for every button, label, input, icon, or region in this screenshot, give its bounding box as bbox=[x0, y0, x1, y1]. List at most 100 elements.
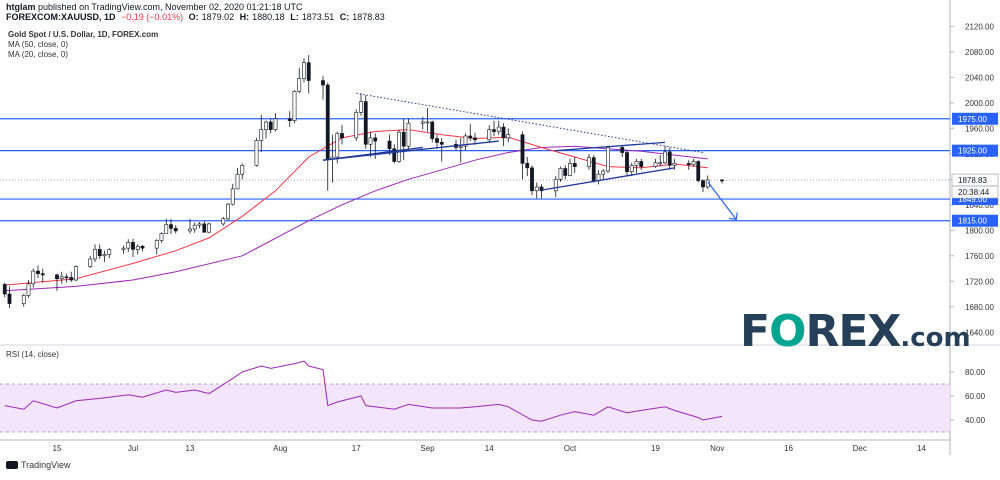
price-tick-label: 2040.00 bbox=[965, 73, 994, 82]
candle-body bbox=[506, 134, 511, 139]
candle-body bbox=[553, 179, 558, 192]
ma20-legend[interactable]: MA (20, close, 0) bbox=[8, 50, 69, 59]
dotted-trendline bbox=[356, 92, 704, 154]
candle-body bbox=[55, 274, 59, 280]
price-tick-label: 1840.00 bbox=[965, 201, 994, 210]
candle-body bbox=[292, 91, 297, 121]
candle-body bbox=[373, 137, 378, 142]
level-label: 1849.00 bbox=[958, 195, 987, 204]
projection-arrow bbox=[707, 181, 737, 220]
candle-body bbox=[121, 247, 126, 250]
countdown-tag bbox=[951, 185, 999, 199]
candle-body bbox=[387, 140, 392, 150]
level-label: 1815.00 bbox=[958, 217, 987, 226]
candle-body bbox=[7, 293, 12, 304]
candle-body bbox=[325, 84, 330, 160]
time-tick-label: Sep bbox=[420, 444, 435, 453]
candle-body bbox=[40, 273, 45, 276]
candle-body bbox=[102, 254, 107, 257]
candle-body bbox=[558, 168, 563, 180]
candle-body bbox=[335, 133, 340, 158]
time-tick-label: 19 bbox=[651, 444, 660, 453]
candle-body bbox=[26, 283, 31, 296]
candle-body bbox=[392, 148, 397, 162]
price-tick-label: 2120.00 bbox=[965, 22, 994, 31]
candle-body bbox=[131, 242, 135, 250]
time-tick-label: 14 bbox=[485, 444, 494, 453]
trendline bbox=[322, 146, 423, 161]
candle-body bbox=[658, 162, 663, 165]
candle-body bbox=[496, 126, 501, 132]
level-label: 1975.00 bbox=[958, 115, 987, 124]
tradingview-label: TradingView bbox=[21, 460, 71, 470]
rsi-legend[interactable]: RSI (14, close) bbox=[6, 350, 59, 359]
candle-body bbox=[663, 151, 667, 164]
ohlc-line: FOREXCOM:XAUUSD, 1D −0.19 (−0.01%) O: 187… bbox=[6, 12, 388, 22]
candle-body bbox=[492, 129, 496, 132]
candle-body bbox=[359, 101, 363, 113]
candle-body bbox=[501, 126, 506, 139]
candle-body bbox=[368, 137, 373, 145]
candle-body bbox=[140, 245, 145, 249]
candle-body bbox=[686, 163, 691, 165]
time-tick-label: Dec bbox=[853, 444, 867, 453]
candle-body bbox=[458, 145, 463, 148]
candle-body bbox=[525, 163, 530, 169]
candle-body bbox=[539, 186, 544, 192]
candle-body bbox=[74, 266, 78, 281]
candle-body bbox=[297, 78, 302, 92]
price-tick-label: 2000.00 bbox=[965, 99, 994, 108]
candle-body bbox=[406, 122, 411, 147]
logo-rex: REX bbox=[805, 306, 901, 357]
time-tick-label: 13 bbox=[186, 444, 195, 453]
candle-body bbox=[159, 233, 164, 241]
publish-info: published on TradingView.com, November 0… bbox=[38, 2, 303, 12]
candle-body bbox=[596, 173, 601, 181]
candle-body bbox=[235, 173, 240, 190]
candle-body bbox=[340, 133, 344, 139]
candle-body bbox=[634, 161, 639, 166]
high-value: 1880.18 bbox=[252, 12, 285, 22]
open-label: O: bbox=[188, 12, 199, 22]
tradingview-footer[interactable]: TradingView bbox=[6, 460, 71, 470]
forex-logo: FOREX.com bbox=[740, 306, 971, 357]
time-tick-label: 17 bbox=[352, 444, 361, 453]
candle-body bbox=[259, 129, 264, 141]
high-label: H: bbox=[239, 12, 250, 22]
projection-arrowhead bbox=[729, 212, 738, 221]
open-value: 1879.02 bbox=[201, 12, 235, 22]
candle-body bbox=[207, 223, 211, 233]
series-title: Gold Spot / U.S. Dollar, 1D, FOREX.com bbox=[8, 30, 159, 39]
candle-body bbox=[59, 276, 64, 280]
candle-body bbox=[439, 142, 444, 145]
candle-body bbox=[192, 224, 197, 230]
author-name[interactable]: htglam bbox=[6, 2, 36, 12]
logo-o: O bbox=[769, 306, 806, 357]
symbol-label: FOREXCOM:XAUUSD, 1D bbox=[6, 12, 116, 22]
candle-body bbox=[173, 228, 178, 232]
candle-body bbox=[154, 240, 159, 249]
candle-body bbox=[606, 147, 610, 172]
candle-body bbox=[430, 121, 435, 139]
ma50-legend[interactable]: MA (50, close, 0) bbox=[8, 40, 69, 49]
time-tick-label: 14 bbox=[917, 444, 926, 453]
candle-body bbox=[468, 135, 473, 139]
candle-body bbox=[473, 137, 477, 141]
candle-body bbox=[591, 157, 596, 181]
low-label: L: bbox=[290, 12, 299, 22]
candle-body bbox=[64, 276, 69, 279]
price-tick-label: 2080.00 bbox=[965, 48, 994, 57]
candle-body bbox=[487, 129, 492, 141]
candle-body bbox=[264, 121, 268, 130]
level-tag bbox=[952, 214, 998, 227]
candle-body bbox=[667, 151, 672, 166]
candle-body bbox=[88, 258, 93, 267]
trendline bbox=[541, 167, 675, 191]
candle-body bbox=[169, 224, 173, 229]
candle-body bbox=[126, 242, 131, 249]
candle-body bbox=[534, 186, 539, 192]
rsi-tick-label: 40.00 bbox=[965, 416, 986, 425]
rsi-tick-label: 60.00 bbox=[965, 392, 986, 401]
candle-body bbox=[268, 121, 273, 130]
